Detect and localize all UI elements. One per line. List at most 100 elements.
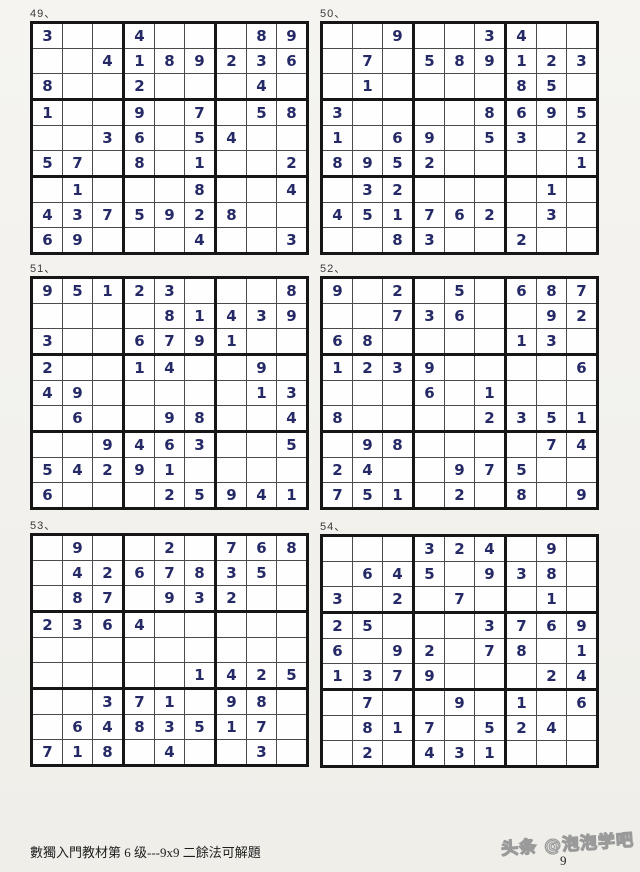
sudoku-cell: [246, 585, 277, 613]
sudoku-cell: 2: [382, 586, 415, 614]
puzzle-block: 54、 3 2 4 9 6 4 5 9 3 8 3 2 7 1 2 5 3 7 6 9 6 9 2 7 8 1 1 3 7 9 2 4 7 9 1 6 8…: [320, 521, 599, 768]
sudoku-cell: [352, 125, 383, 151]
sudoku-cell: 7: [474, 457, 507, 483]
sudoku-cell: 3: [246, 739, 277, 766]
sudoku-cell: 7: [92, 202, 125, 228]
sudoku-cell: 6: [123, 328, 155, 356]
sudoku-cell: 1: [215, 714, 247, 740]
sudoku-cell: 9: [474, 561, 507, 587]
sudoku-cell: [321, 380, 353, 406]
sudoku-cell: [184, 534, 217, 561]
sudoku-cell: [413, 431, 445, 458]
puzzle-block: 53、 9 2 7 6 8 4 2 6 7 8 3 5 8 7 9 3 2 2 3 6 4 1 4 2 5 3 7 1 9 8 6 4 8 3 5 1 7…: [30, 520, 309, 767]
sudoku-cell: [246, 611, 277, 638]
sudoku-cell: [321, 561, 353, 587]
sudoku-cell: 5: [505, 457, 537, 483]
sudoku-cell: [352, 380, 383, 406]
puzzle-block: 50、 9 3 4 7 5 8 9 1 2 3 1 8 5 3 8 6 9 5 1 6 9 5 3 2 8 9 5 2 1 3 2 1 4 5 1 7 6…: [320, 8, 599, 255]
sudoku-cell: 7: [413, 202, 445, 228]
sudoku-cell: [566, 22, 598, 49]
sudoku-cell: [505, 380, 537, 406]
sudoku-cell: [413, 277, 445, 304]
sudoku-cell: [536, 22, 567, 49]
sudoku-cell: 8: [123, 150, 155, 178]
sudoku-cell: 1: [31, 99, 63, 126]
sudoku-cell: 8: [444, 48, 475, 74]
sudoku-cell: 9: [123, 99, 155, 126]
sudoku-cell: 8: [505, 73, 537, 101]
sudoku-cell: [31, 585, 63, 613]
sudoku-cell: [505, 740, 537, 767]
sudoku-cell: [382, 535, 415, 562]
sudoku-cell: 4: [215, 662, 247, 690]
sudoku-cell: [566, 73, 598, 101]
sudoku-cell: [246, 431, 277, 458]
sudoku-cell: [92, 303, 125, 329]
sudoku-cell: 9: [184, 328, 217, 356]
sudoku-cell: 5: [184, 482, 217, 509]
sudoku-cell: [246, 150, 277, 178]
sudoku-cell: 9: [382, 638, 415, 664]
sudoku-cell: [382, 48, 415, 74]
sudoku-cell: 2: [215, 48, 247, 74]
sudoku-cell: [246, 227, 277, 254]
sudoku-cell: 3: [566, 48, 598, 74]
sudoku-cell: 1: [62, 176, 93, 203]
sudoku-cell: 9: [536, 535, 567, 562]
sudoku-cell: 4: [276, 176, 308, 203]
sudoku-cell: [536, 227, 567, 254]
sudoku-cell: 3: [154, 277, 185, 304]
sudoku-cell: 5: [184, 714, 217, 740]
sudoku-cell: 9: [276, 22, 308, 49]
sudoku-cell: [246, 405, 277, 433]
sudoku-cell: 3: [444, 740, 475, 767]
sudoku-cell: 5: [246, 560, 277, 586]
sudoku-cell: [123, 482, 155, 509]
sudoku-cell: [215, 73, 247, 101]
sudoku-cell: [92, 405, 125, 433]
sudoku-cell: [92, 662, 125, 690]
sudoku-cell: 4: [184, 227, 217, 254]
sudoku-cell: [566, 176, 598, 203]
sudoku-cell: 3: [505, 561, 537, 587]
sudoku-cell: [321, 740, 353, 767]
sudoku-cell: 3: [474, 22, 507, 49]
sudoku-cell: 1: [352, 73, 383, 101]
sudoku-cell: [184, 22, 217, 49]
sudoku-cell: [246, 457, 277, 483]
sudoku-cell: [215, 277, 247, 304]
puzzle-block: 51、 9 5 1 2 3 8 8 1 4 3 9 3 6 7 9 1 2 1 4 9 4 9 1 3 6 9 8 4 9 4 6 3 5 5 4 2 9…: [30, 263, 309, 510]
sudoku-cell: [413, 328, 445, 356]
sudoku-cell: 4: [62, 560, 93, 586]
sudoku-cell: [352, 535, 383, 562]
sudoku-cell: [154, 22, 185, 49]
sudoku-cell: [474, 482, 507, 509]
sudoku-cell: [154, 662, 185, 690]
sudoku-cell: [444, 380, 475, 406]
sudoku-cell: 9: [154, 202, 185, 228]
sudoku-cell: [505, 303, 537, 329]
sudoku-cell: [92, 73, 125, 101]
sudoku-cell: 7: [413, 715, 445, 741]
sudoku-cell: 3: [215, 560, 247, 586]
sudoku-cell: 5: [123, 202, 155, 228]
sudoku-cell: [352, 22, 383, 49]
sudoku-cell: [31, 405, 63, 433]
sudoku-cell: 8: [352, 715, 383, 741]
sudoku-cell: 9: [92, 431, 125, 458]
sudoku-cell: [92, 482, 125, 509]
sudoku-cell: 9: [154, 405, 185, 433]
sudoku-cell: 7: [444, 586, 475, 614]
sudoku-cell: 7: [31, 739, 63, 766]
sudoku-cell: 3: [536, 328, 567, 356]
sudoku-cell: [184, 457, 217, 483]
sudoku-cell: 5: [536, 73, 567, 101]
puzzle-label: 54、: [320, 521, 347, 533]
sudoku-cell: [444, 354, 475, 381]
sudoku-cell: 8: [215, 202, 247, 228]
sudoku-cell: 4: [246, 73, 277, 101]
sudoku-cell: 9: [536, 303, 567, 329]
sudoku-cell: 8: [184, 176, 217, 203]
sudoku-cell: 2: [215, 585, 247, 613]
